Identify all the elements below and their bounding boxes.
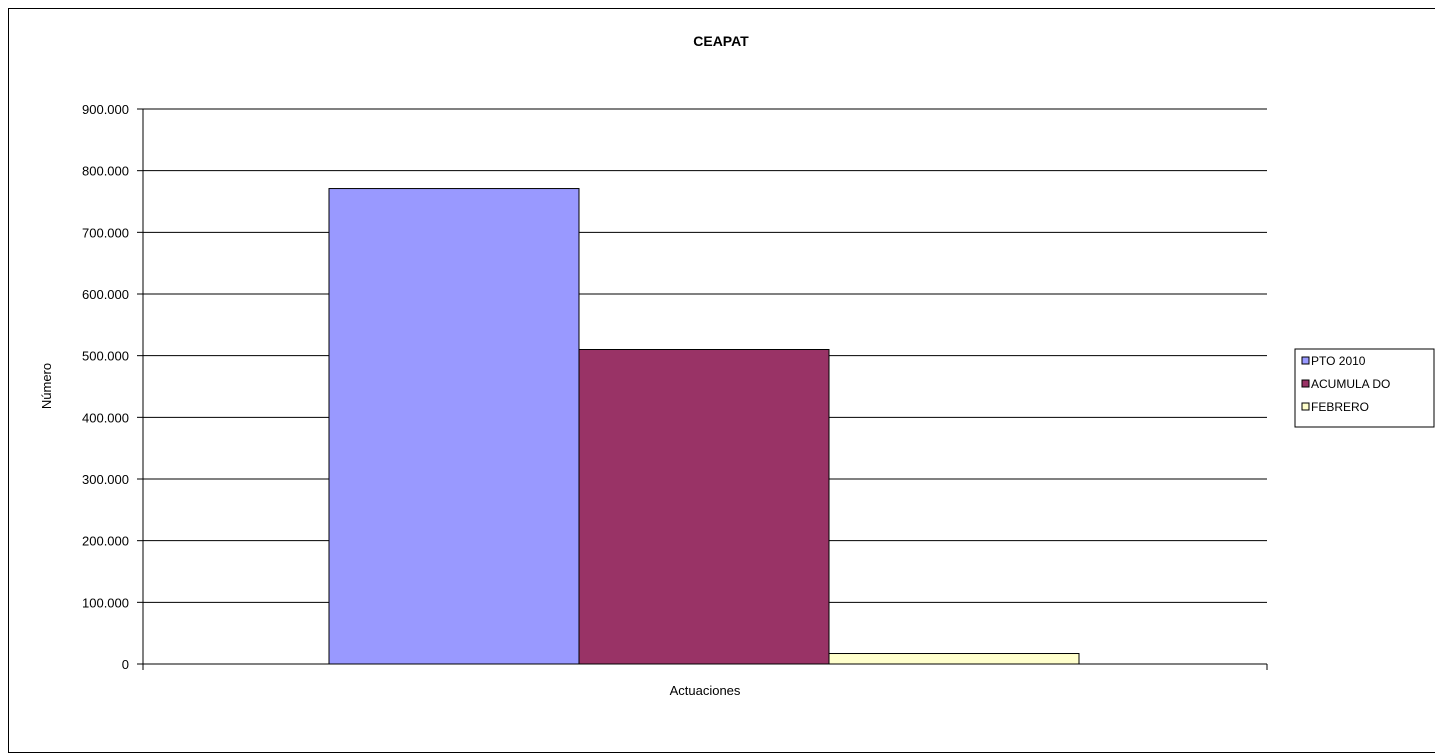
y-tick-label: 300.000 — [82, 472, 129, 487]
bar-2 — [828, 653, 1080, 665]
legend-label: FEBRERO — [1311, 400, 1369, 414]
y-axis-label: Número — [39, 363, 54, 409]
chart-title: CEAPAT — [693, 33, 749, 49]
legend-label: PTO 2010 — [1311, 354, 1366, 368]
x-axis-label: Actuaciones — [670, 683, 741, 698]
y-tick-label: 900.000 — [82, 102, 129, 117]
legend-swatch — [1301, 402, 1310, 411]
y-tick-label: 200.000 — [82, 534, 129, 549]
legend-swatch — [1301, 356, 1310, 365]
y-tick-label: 600.000 — [82, 287, 129, 302]
legend-label: ACUMULA DO — [1311, 377, 1390, 391]
y-axis-ticks: 0 100.000 200.000 300.000 400.000 500.000 600.… — [82, 102, 143, 672]
legend: PTO 2010 ACUMULA DO FEBRERO — [1294, 348, 1435, 428]
bar-0 — [328, 188, 580, 665]
bars — [328, 188, 1080, 665]
y-tick-label: 0 — [122, 657, 129, 672]
bar-1 — [578, 349, 830, 665]
y-tick-label: 100.000 — [82, 595, 129, 610]
y-tick-label: 700.000 — [82, 225, 129, 240]
y-tick-label: 500.000 — [82, 349, 129, 364]
y-tick-label: 400.000 — [82, 410, 129, 425]
y-tick-label: 800.000 — [82, 164, 129, 179]
legend-box — [1294, 348, 1435, 428]
legend-swatch — [1301, 379, 1310, 388]
